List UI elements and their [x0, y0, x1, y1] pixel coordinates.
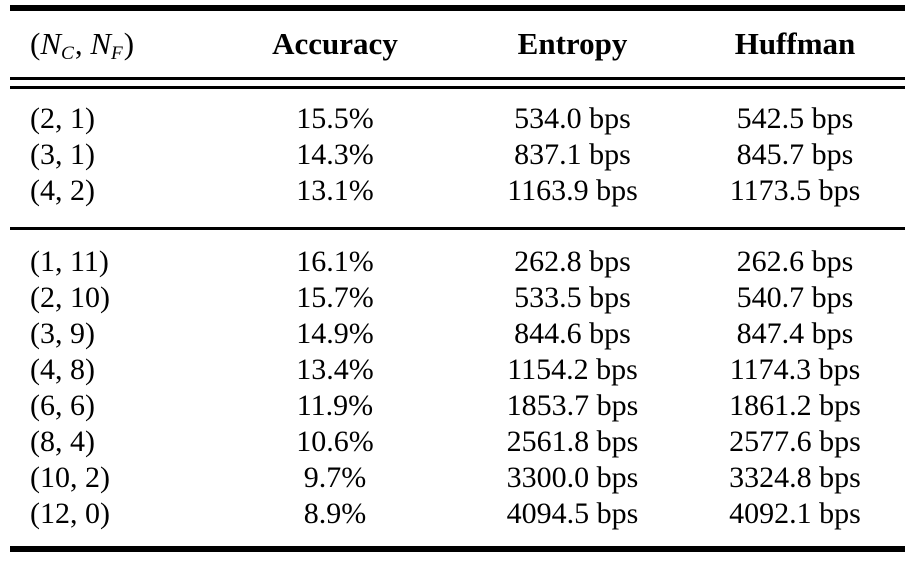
group-separator-rule [10, 227, 905, 230]
header-huffman: Huffman [734, 26, 856, 61]
entropy-cell: 1853.7 bps [506, 389, 639, 422]
huffman-cell: 542.5 bps [736, 102, 854, 135]
table-group-1: (2, 1) 15.5% 534.0 bps 542.5 bps (3, 1) … [10, 89, 905, 227]
table-row: (2, 1) 15.5% 534.0 bps 542.5 bps [10, 101, 905, 137]
entropy-cell: 837.1 bps [514, 138, 631, 171]
table-row: (1, 11) 16.1% 262.8 bps 262.6 bps [10, 244, 905, 280]
entropy-cell: 534.0 bps [514, 102, 631, 135]
accuracy-cell: 13.1% [296, 174, 374, 207]
table-row: (10, 2) 9.7% 3300.0 bps 3324.8 bps [10, 460, 905, 496]
table-group-2: (1, 11) 16.1% 262.8 bps 262.6 bps (2, 10… [10, 230, 905, 546]
header-config-close-paren: ) [123, 26, 135, 61]
accuracy-cell: 15.5% [296, 102, 374, 135]
config-cell: (3, 1) [30, 138, 95, 171]
header-config-separator: , [74, 26, 91, 61]
accuracy-cell: 14.9% [296, 317, 374, 350]
table-row: (8, 4) 10.6% 2561.8 bps 2577.6 bps [10, 424, 905, 460]
header-config-n1: N [40, 26, 62, 61]
header-config-open-paren: ( [30, 26, 41, 61]
table-row: (4, 2) 13.1% 1163.9 bps 1173.5 bps [10, 173, 905, 209]
entropy-cell: 4094.5 bps [506, 497, 639, 530]
table-row: (3, 9) 14.9% 844.6 bps 847.4 bps [10, 316, 905, 352]
table-top-rule [10, 5, 905, 11]
accuracy-cell: 13.4% [296, 353, 374, 386]
table-row: (4, 8) 13.4% 1154.2 bps 1174.3 bps [10, 352, 905, 388]
table-row: (6, 6) 11.9% 1853.7 bps 1861.2 bps [10, 388, 905, 424]
config-cell: (3, 9) [30, 317, 95, 350]
huffman-cell: 1173.5 bps [729, 174, 861, 207]
huffman-cell: 845.7 bps [736, 138, 854, 171]
config-cell: (1, 11) [30, 245, 109, 278]
accuracy-cell: 9.7% [303, 461, 367, 494]
results-table: (NC, NF) Accuracy Entropy Huffman (2, 1)… [10, 5, 905, 552]
config-cell: (4, 2) [30, 174, 95, 207]
table-bottom-rule [10, 546, 905, 552]
huffman-cell: 4092.1 bps [729, 497, 861, 530]
entropy-cell: 1154.2 bps [507, 353, 638, 386]
config-cell: (4, 8) [30, 353, 95, 386]
huffman-cell: 847.4 bps [736, 317, 854, 350]
config-cell: (2, 1) [30, 102, 95, 135]
entropy-cell: 1163.9 bps [507, 174, 638, 207]
huffman-cell: 262.6 bps [736, 245, 854, 278]
table-row: (12, 0) 8.9% 4094.5 bps 4092.1 bps [10, 496, 905, 532]
accuracy-cell: 14.3% [296, 138, 374, 171]
header-config-n2: N [90, 26, 112, 61]
entropy-cell: 2561.8 bps [506, 425, 639, 458]
entropy-cell: 262.8 bps [514, 245, 631, 278]
entropy-cell: 3300.0 bps [506, 461, 639, 494]
header-accuracy: Accuracy [272, 26, 398, 61]
huffman-cell: 1861.2 bps [729, 389, 861, 422]
config-cell: (10, 2) [30, 461, 110, 494]
config-cell: (6, 6) [30, 389, 95, 422]
entropy-cell: 533.5 bps [514, 281, 631, 314]
header-config-column: (NC, NF) [10, 26, 210, 65]
config-cell: (2, 10) [30, 281, 110, 314]
accuracy-cell: 11.9% [296, 389, 374, 422]
huffman-cell: 3324.8 bps [729, 461, 861, 494]
table-row: (3, 1) 14.3% 837.1 bps 845.7 bps [10, 137, 905, 173]
header-entropy: Entropy [517, 26, 628, 61]
accuracy-cell: 10.6% [296, 425, 374, 458]
huffman-cell: 2577.6 bps [729, 425, 861, 458]
accuracy-cell: 15.7% [296, 281, 374, 314]
entropy-cell: 844.6 bps [514, 317, 631, 350]
accuracy-cell: 8.9% [303, 497, 367, 530]
header-config-sub-f: F [111, 43, 123, 65]
huffman-cell: 540.7 bps [736, 281, 854, 314]
table-header-row: (NC, NF) Accuracy Entropy Huffman [10, 11, 905, 77]
config-cell: (12, 0) [30, 497, 110, 530]
huffman-cell: 1174.3 bps [729, 353, 861, 386]
config-cell: (8, 4) [30, 425, 95, 458]
header-config-sub-c: C [61, 43, 74, 65]
header-separator-double-rule [10, 77, 905, 89]
table-row: (2, 10) 15.7% 533.5 bps 540.7 bps [10, 280, 905, 316]
accuracy-cell: 16.1% [296, 245, 374, 278]
